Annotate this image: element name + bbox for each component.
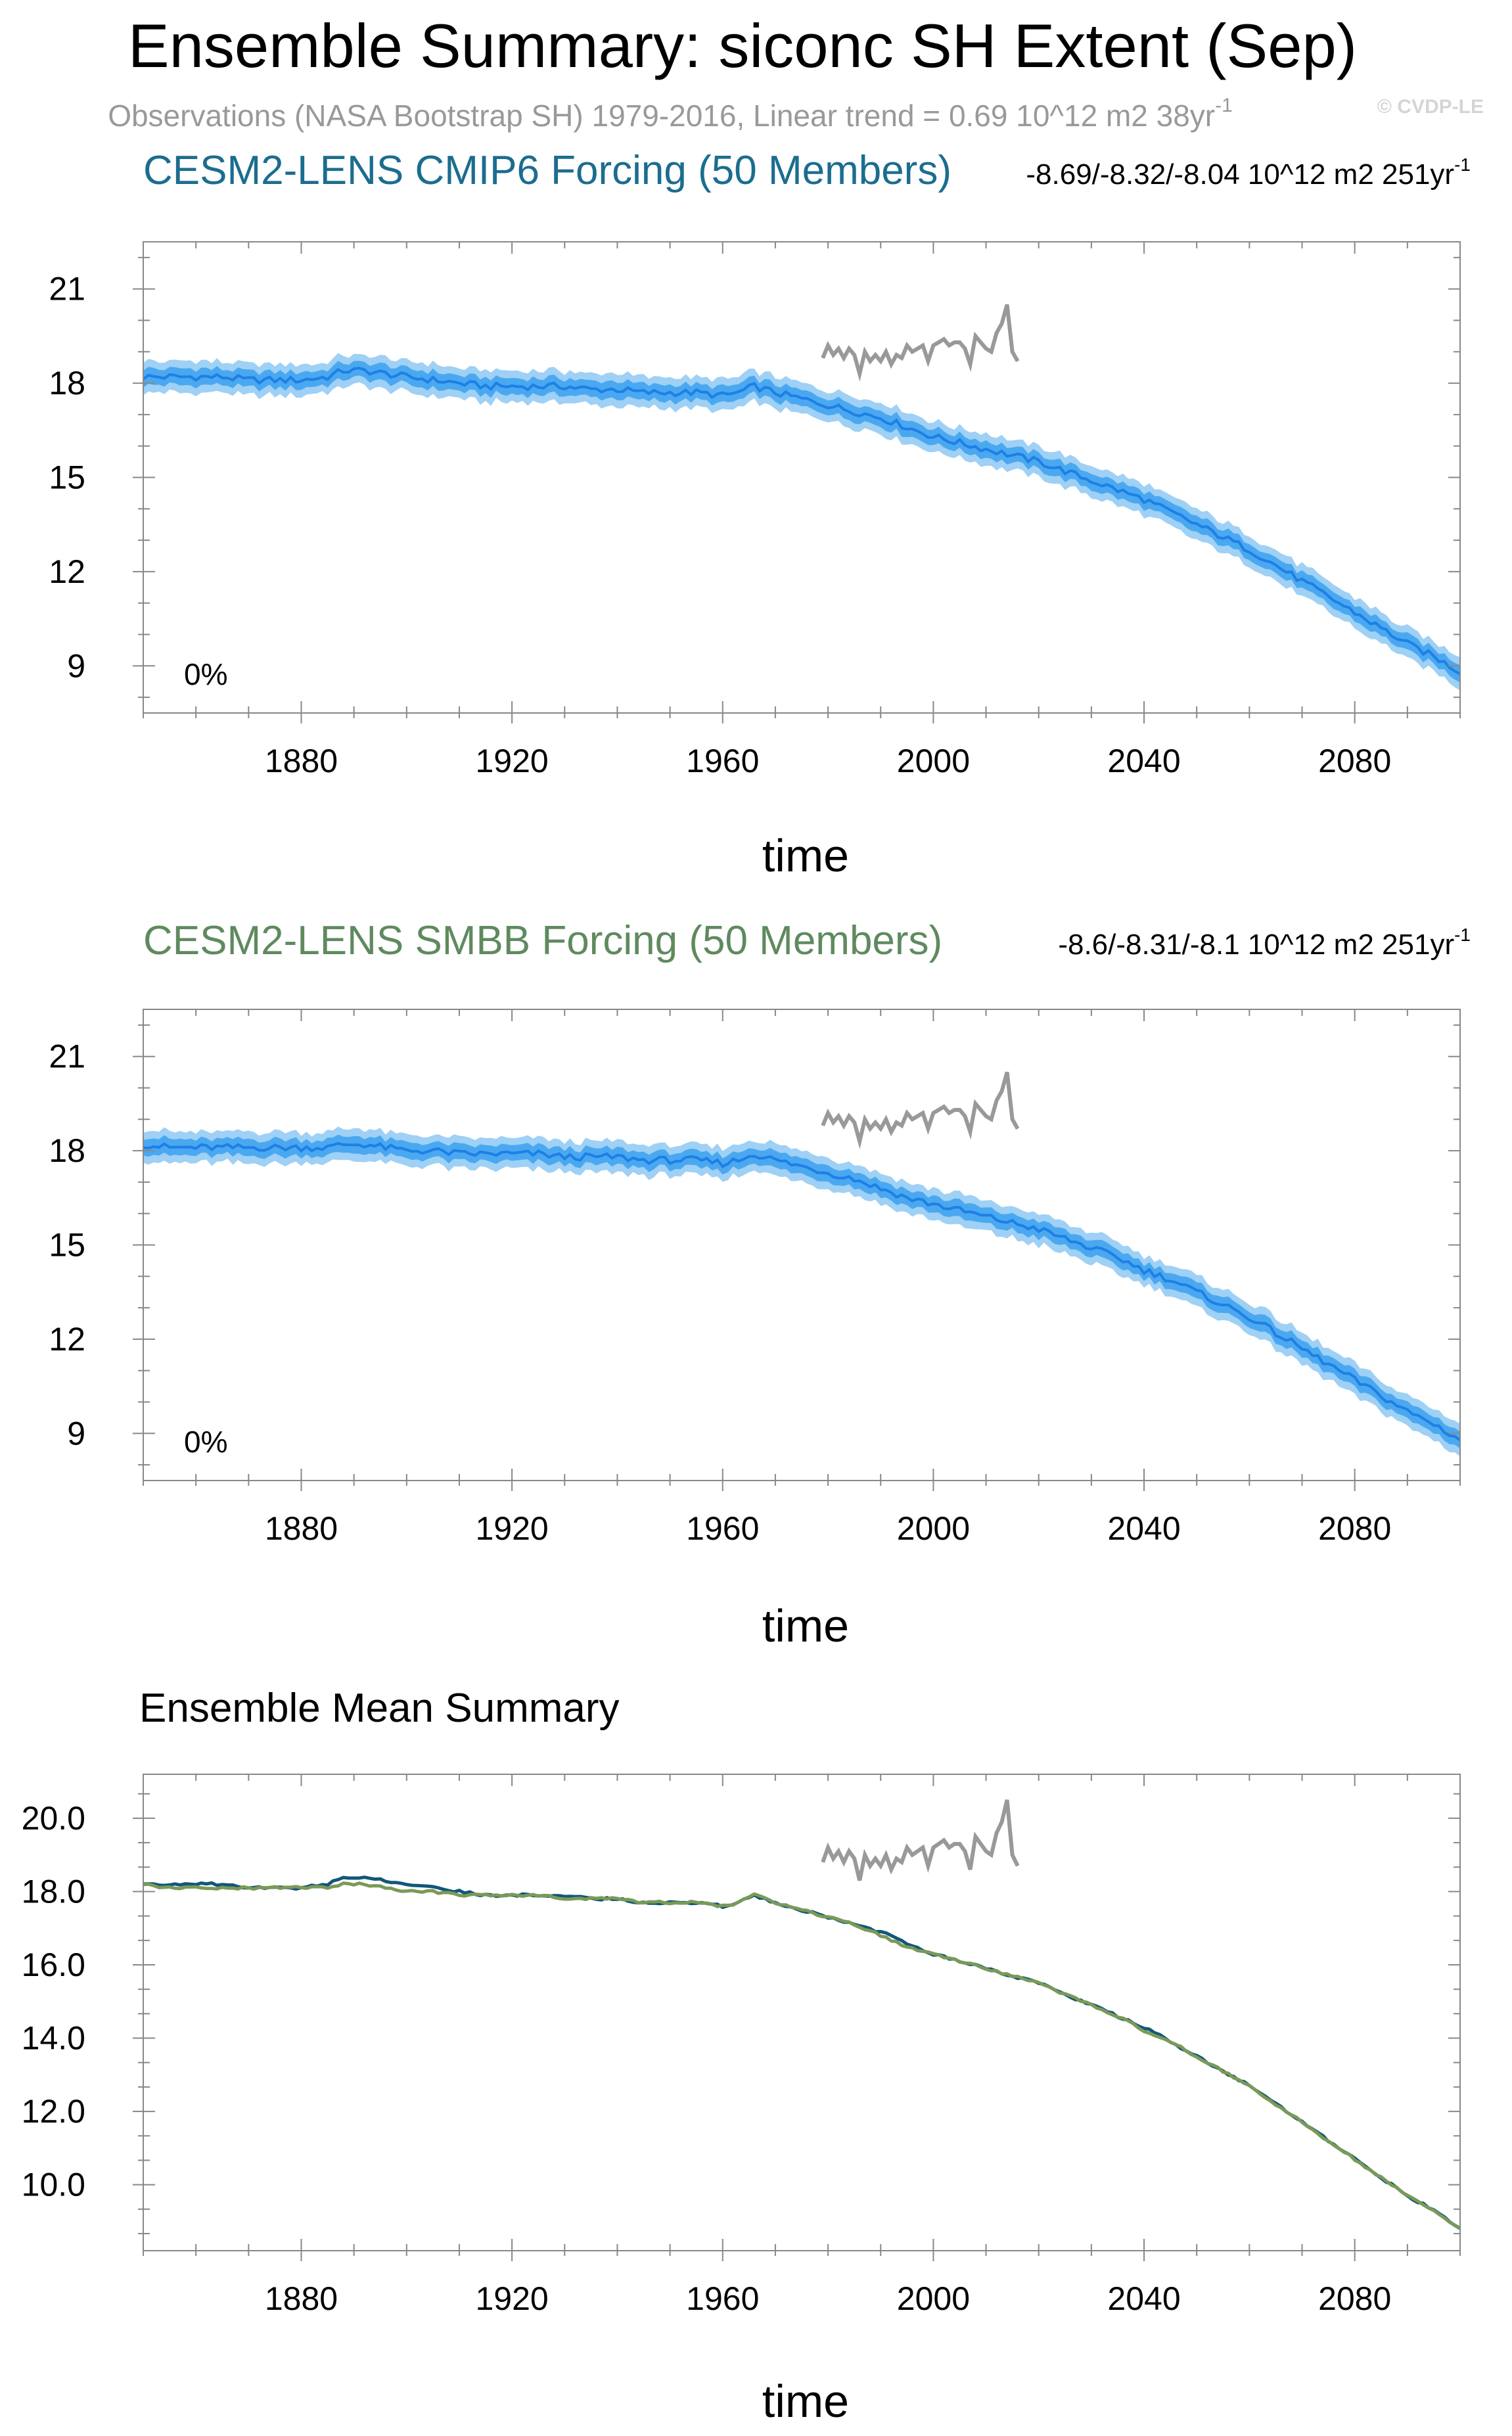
y-tick-label: 12.0 xyxy=(22,2093,85,2130)
mean-observations-line xyxy=(821,1799,1020,1881)
y-tick-label: 21 xyxy=(49,271,85,308)
x-tick-label: 2080 xyxy=(1318,743,1391,779)
smbb-series-layer xyxy=(143,1071,1460,1457)
x-tick-label: 1960 xyxy=(686,2280,759,2317)
watermark: © CVDP-LE xyxy=(1377,96,1484,118)
y-tick-label: 9 xyxy=(67,1415,85,1452)
y-tick-label: 18 xyxy=(49,1132,85,1169)
x-tick-label: 2080 xyxy=(1318,1510,1391,1547)
smbb-plot-frame xyxy=(143,1009,1461,1481)
x-tick-label: 2040 xyxy=(1107,2280,1180,2317)
x-tick-label: 2080 xyxy=(1318,2280,1391,2317)
x-tick-label: 2000 xyxy=(897,2280,970,2317)
y-tick-label: 16.0 xyxy=(22,1946,85,1983)
y-tick-label: 15 xyxy=(49,459,85,496)
y-tick-label: 14.0 xyxy=(22,2020,85,2057)
y-tick-label: 12 xyxy=(49,1321,85,1358)
plot-cmip6: 1880 1920 1960 2000 2040 2080 9 12 15 18 21 xyxy=(49,241,1461,779)
cmip6-series-layer xyxy=(143,304,1460,691)
x-tick-label: 1920 xyxy=(476,2280,549,2317)
x-tick-label: 2000 xyxy=(897,743,970,779)
x-tick-label: 2040 xyxy=(1107,1510,1180,1547)
x-tick-label: 1960 xyxy=(686,1510,759,1547)
smbb-spread-inner xyxy=(143,1134,1460,1449)
y-tick-label: 15 xyxy=(49,1227,85,1264)
cmip6-observations-line xyxy=(821,304,1020,382)
x-tick-label: 1960 xyxy=(686,743,759,779)
panel-mean-xlabel: time xyxy=(762,2376,849,2427)
y-tick-label: 10.0 xyxy=(22,2167,85,2203)
x-tick-label: 1920 xyxy=(476,743,549,779)
x-tick-label: 2000 xyxy=(897,1510,970,1547)
x-tick-label: 2040 xyxy=(1107,743,1180,779)
panel-smbb-xlabel: time xyxy=(762,1600,849,1651)
page-title: Ensemble Summary: siconc SH Extent (Sep) xyxy=(128,11,1357,80)
x-tick-label: 1920 xyxy=(476,1510,549,1547)
plot-smbb: 1880 1920 1960 2000 2040 2080 9 12 15 18 21 xyxy=(49,1009,1461,1547)
y-tick-label: 9 xyxy=(67,647,85,684)
y-tick-label: 18 xyxy=(49,365,85,402)
cmip6-plot-frame xyxy=(143,241,1461,714)
mean-smbb-line xyxy=(143,1881,1460,2230)
page-subtitle: Observations (NASA Bootstrap SH) 1979-20… xyxy=(108,95,1233,133)
cmip6-ensemble-mean-line xyxy=(143,367,1460,676)
panel-smbb-title: CESM2-LENS SMBB Forcing (50 Members) xyxy=(143,918,942,963)
panel-cmip6: CESM2-LENS CMIP6 Forcing (50 Members) -8… xyxy=(49,148,1471,881)
x-tick-label: 1880 xyxy=(265,1510,338,1547)
y-tick-label: 18.0 xyxy=(22,1873,85,1910)
panel-cmip6-xlabel: time xyxy=(762,830,849,881)
panel-mean-title: Ensemble Mean Summary xyxy=(139,1686,620,1731)
mean-cmip6-line xyxy=(143,1875,1460,2230)
panel-cmip6-percent: 0% xyxy=(184,657,227,691)
smbb-spread-outer xyxy=(143,1126,1460,1457)
x-tick-label: 1880 xyxy=(265,2280,338,2317)
smbb-observations-line xyxy=(821,1071,1020,1149)
x-tick-label: 1880 xyxy=(265,743,338,779)
panel-smbb: CESM2-LENS SMBB Forcing (50 Members) -8.… xyxy=(49,918,1471,1651)
panel-smbb-trend: -8.6/-8.31/-8.1 10^12 m2 251yr-1 xyxy=(1058,925,1471,961)
panel-cmip6-trend: -8.69/-8.32/-8.04 10^12 m2 251yr-1 xyxy=(1026,154,1471,191)
panel-cmip6-title: CESM2-LENS CMIP6 Forcing (50 Members) xyxy=(143,148,951,193)
panel-smbb-percent: 0% xyxy=(184,1425,227,1459)
smbb-ensemble-mean-line xyxy=(143,1141,1460,1441)
y-tick-label: 21 xyxy=(49,1038,85,1075)
plot-mean: 1880 1920 1960 2000 2040 2080 10.0 12.0 14.0 16.0… xyxy=(22,1774,1461,2317)
y-tick-label: 20.0 xyxy=(22,1800,85,1837)
mean-series-layer xyxy=(143,1799,1460,2230)
mean-plot-frame xyxy=(143,1774,1461,2251)
y-tick-label: 12 xyxy=(49,553,85,590)
panel-mean: Ensemble Mean Summary 1880 1920 1960 2000 20… xyxy=(22,1686,1461,2427)
cmip6-spread-inner xyxy=(143,361,1460,683)
